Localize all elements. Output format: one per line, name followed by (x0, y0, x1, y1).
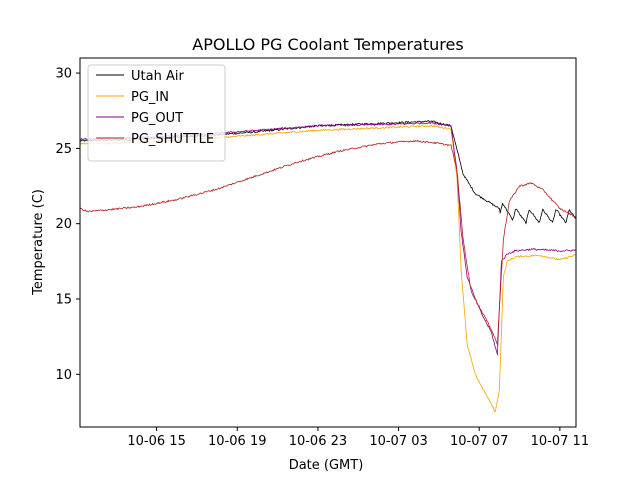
series-line-utah-air (80, 120, 576, 225)
legend: Utah Air PG_IN PG_OUT PG_SHUTTLE (87, 64, 226, 162)
y-tick-label: 20 (55, 217, 72, 232)
series-layer (80, 120, 576, 412)
y-axis-label: Temperature (C) (31, 189, 46, 296)
x-tick-label: 10-06 23 (289, 434, 347, 449)
legend-label: PG_IN (131, 90, 169, 105)
x-axis-label: Date (GMT) (289, 458, 364, 473)
legend-label: Utah Air (131, 69, 184, 84)
series-line-pg-out (80, 121, 576, 356)
y-tick-label: 10 (55, 368, 72, 383)
plot-frame (79, 57, 577, 428)
legend-label: PG_SHUTTLE (131, 132, 214, 147)
legend-label: PG_OUT (131, 111, 183, 126)
legend-box (87, 64, 226, 162)
x-tick-label: 10-06 15 (127, 434, 185, 449)
x-tick-label: 10-06 19 (208, 434, 266, 449)
chart-title: APOLLO PG Coolant Temperatures (192, 35, 463, 54)
axes-layer: 10-06 15 10-06 19 10-06 23 10-07 03 10-07 07… (55, 57, 589, 449)
x-tick-label: 10-07 07 (450, 434, 508, 449)
y-tick-label: 30 (55, 67, 72, 82)
series-line-pg-shuttle (80, 139, 576, 345)
x-tick-label: 10-07 11 (531, 434, 589, 449)
x-tick-label: 10-07 03 (369, 434, 427, 449)
y-tick-label: 25 (55, 142, 72, 157)
y-tick-label: 15 (55, 292, 72, 307)
series-line-pg-in (80, 124, 576, 412)
